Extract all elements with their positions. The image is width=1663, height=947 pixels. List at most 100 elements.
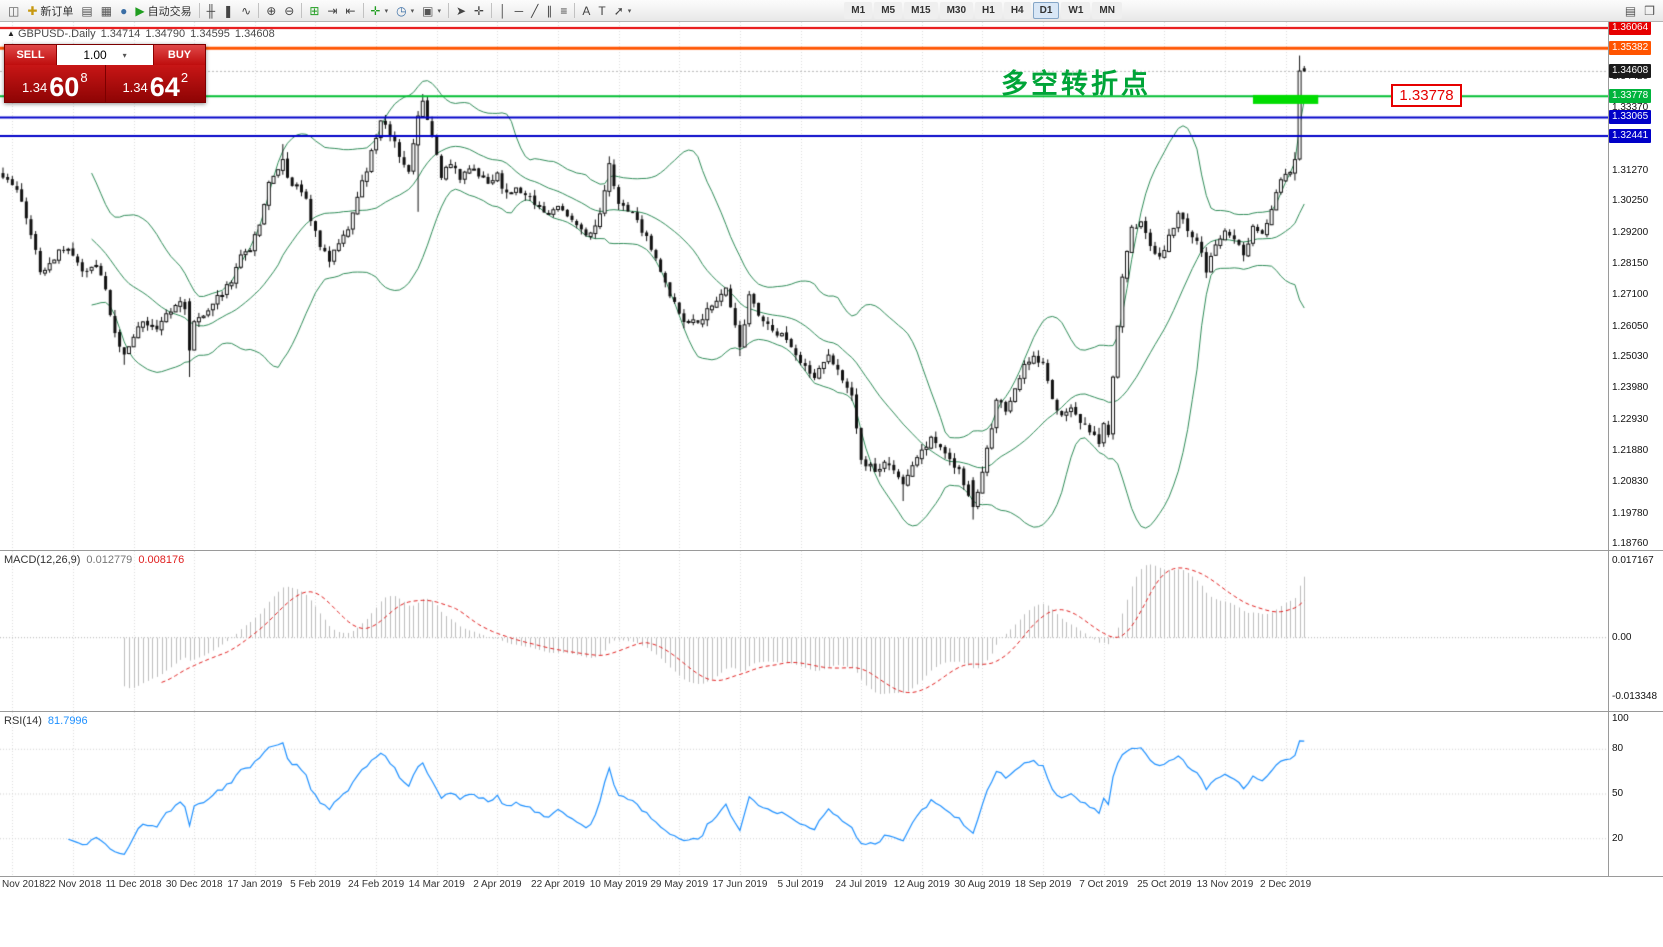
macd-scale-label: 0.00 (1612, 631, 1632, 643)
price-scale-label: 1.19780 (1612, 507, 1649, 519)
chart-shift-button[interactable]: ⇤ (341, 2, 359, 20)
date-label: 30 Aug 2019 (954, 879, 1011, 890)
zoom-in-button[interactable]: ⊕ (262, 2, 280, 20)
vertical-line-button[interactable]: │ (495, 2, 511, 20)
toolbar-separator (574, 3, 576, 18)
chart-profiles-icon: ▤ (81, 3, 93, 18)
timeframe-h4-button[interactable]: H4 (1003, 2, 1031, 19)
chart-window-icon: ◫ (8, 3, 20, 18)
timeframe-w1-button[interactable]: W1 (1061, 2, 1091, 19)
date-label: 18 Sep 2019 (1014, 879, 1072, 890)
rsi-scale-label: 50 (1612, 788, 1624, 799)
sell-price-sup: 8 (80, 70, 88, 85)
tile-windows-button[interactable]: ⊞ (305, 2, 323, 20)
line-chart-icon: ∿ (241, 3, 252, 18)
timeframe-d1-button[interactable]: D1 (1032, 2, 1060, 19)
date-label: 29 May 2019 (650, 879, 709, 890)
sell-price-big: 60 (49, 72, 80, 103)
sell-price-display[interactable]: 1.34 60 8 (5, 65, 105, 102)
indicators-button[interactable]: ✛ ▾ (367, 2, 393, 20)
alerts-icon: ● (120, 3, 128, 18)
price-chart-canvas[interactable] (0, 22, 1608, 550)
data-window-button[interactable]: ▤ (1621, 2, 1640, 20)
price-scale-label: 1.26050 (1612, 320, 1649, 332)
horizontal-line-button[interactable]: ─ (511, 2, 528, 20)
equidistant-channel-icon: ∥ (546, 3, 553, 18)
fibonacci-button[interactable]: ≡ (556, 2, 571, 20)
macd-main-value: 0.012779 (86, 554, 133, 566)
toolbar-separator (362, 3, 364, 18)
buy-price-display[interactable]: 1.34 64 2 (104, 65, 206, 102)
timeframe-mn-button[interactable]: MN (1092, 2, 1122, 19)
screenshot-button[interactable]: ▣ ▾ (418, 2, 445, 20)
timeframe-m15-button[interactable]: M15 (904, 2, 938, 19)
timeframe-m30-button[interactable]: M30 (939, 2, 974, 19)
price-scale-tag: 1.33065 (1609, 110, 1652, 125)
indicators-icon: ✛ (370, 3, 381, 18)
candlestick-chart-button[interactable]: ❚ (219, 2, 237, 20)
volume-input[interactable]: 1.00 ▾ (57, 45, 153, 65)
sell-button[interactable]: SELL (5, 45, 57, 65)
price-label-object[interactable]: 1.33778 (1391, 84, 1462, 107)
panel-separator[interactable] (0, 711, 1663, 712)
symbol-period-label: GBPUSD-.Daily (18, 28, 96, 40)
price-scale-label: 1.29200 (1612, 226, 1649, 238)
trendline-icon: ╱ (531, 3, 539, 18)
date-label: 10 May 2019 (589, 879, 648, 890)
one-click-trading-panel: SELL 1.00 ▾ BUY 1.34 60 8 1.34 64 2 (4, 44, 206, 103)
crosshair-button[interactable]: ✛ (470, 2, 488, 20)
price-scale-label: 1.30250 (1612, 195, 1649, 207)
date-label: Nov 2018 (2, 879, 45, 890)
trendline-button[interactable]: ╱ (527, 2, 542, 20)
rsi-name: RSI(14) (4, 715, 42, 727)
templates-button[interactable]: ▦ (97, 2, 116, 20)
chart-window-button[interactable]: ◫ (4, 2, 23, 20)
one-click-collapse-icon[interactable]: ▲ (7, 29, 15, 38)
equidistant-channel-button[interactable]: ∥ (542, 2, 556, 20)
autotrade-button[interactable]: ▶ 自动交易 (131, 2, 195, 20)
macd-panel-canvas[interactable] (0, 551, 1608, 711)
navigator-button[interactable]: ❒ (1640, 2, 1659, 20)
navigator-icon: ❒ (1644, 3, 1655, 18)
chart-profiles-button[interactable]: ▤ (77, 2, 96, 20)
text-label-icon: T (598, 3, 606, 18)
templates-icon: ▦ (100, 3, 113, 18)
text-label-button[interactable]: T (594, 2, 609, 20)
vertical-line-icon: │ (499, 3, 507, 18)
text-button[interactable]: A (578, 2, 594, 20)
dropdown-caret-icon: ▾ (627, 7, 632, 15)
chart-shift-icon: ⇤ (345, 3, 356, 18)
toolbar-separator (258, 3, 260, 18)
rsi-panel-canvas[interactable] (0, 712, 1608, 876)
panel-separator[interactable] (0, 550, 1663, 551)
date-label: 12 Aug 2019 (893, 879, 950, 890)
chart-title-ohlc: GBPUSD-.Daily 1.34714 1.34790 1.34595 1.3460… (18, 28, 280, 40)
price-scale-label: 1.25030 (1612, 351, 1649, 363)
timeframe-m1-button[interactable]: M1 (844, 2, 873, 19)
timeframe-h1-button[interactable]: H1 (975, 2, 1002, 19)
tile-windows-icon: ⊞ (309, 3, 320, 18)
line-chart-button[interactable]: ∿ (237, 2, 255, 20)
cursor-button[interactable]: ➤ (452, 2, 470, 20)
sell-price-prefix: 1.34 (21, 80, 48, 95)
autotrade-icon: ▶ (135, 3, 145, 18)
rsi-value: 81.7996 (47, 715, 88, 727)
chart-area[interactable]: ▲ GBPUSD-.Daily 1.34714 1.34790 1.34595 1.34… (0, 21, 1663, 947)
buy-button[interactable]: BUY (153, 45, 205, 65)
date-label: 5 Jul 2019 (777, 879, 824, 890)
auto-scroll-button[interactable]: ⇥ (323, 2, 341, 20)
arrow-object-button[interactable]: ➚ ▾ (610, 2, 636, 20)
timeframe-m5-button[interactable]: M5 (874, 2, 903, 19)
rsi-scale-label: 80 (1612, 743, 1624, 755)
bar-chart-button[interactable]: ╫ (203, 2, 220, 20)
rsi-scale-label: 20 (1612, 832, 1624, 844)
periodicity-button[interactable]: ◷ ▾ (392, 2, 418, 20)
alerts-button[interactable]: ● (116, 2, 131, 20)
chart-annotation-text[interactable]: 多空转折点 (1001, 69, 1151, 99)
close-value: 1.34608 (234, 28, 275, 40)
new-order-button[interactable]: ✚ 新订单 (23, 2, 77, 20)
autotrade-label: 自动交易 (147, 5, 192, 18)
volume-dropdown-icon[interactable]: ▾ (122, 50, 127, 60)
dropdown-caret-icon: ▾ (384, 7, 389, 15)
zoom-out-button[interactable]: ⊖ (280, 2, 298, 20)
